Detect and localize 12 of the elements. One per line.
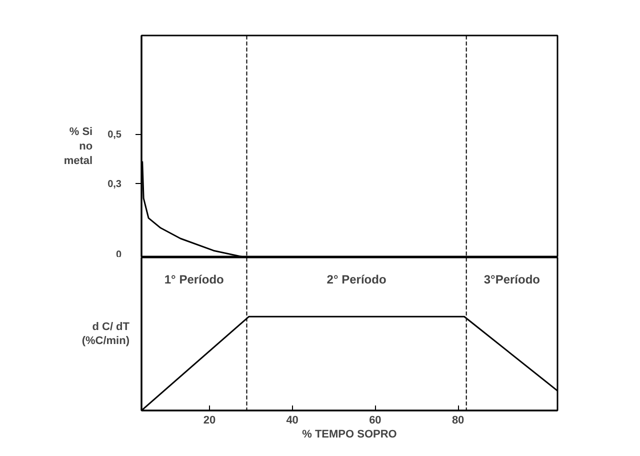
y-tick-label: 0,5 bbox=[108, 130, 122, 141]
x-axis-title: % TEMPO SOPRO bbox=[302, 428, 398, 440]
x-tick-label: 20 bbox=[203, 414, 216, 426]
x-tick-label: 40 bbox=[286, 414, 298, 426]
y-axis-title: d C/ dT (%C/min) bbox=[82, 320, 130, 348]
text: 1° Período bbox=[164, 272, 224, 286]
text: 3°Período bbox=[484, 272, 540, 286]
y-axis-title: % Si no metal bbox=[64, 126, 93, 167]
x-tick-label: 60 bbox=[369, 414, 382, 426]
text: 2° Período bbox=[326, 272, 386, 286]
y-tick-label: 0,3 bbox=[108, 179, 122, 190]
x-tick-label: 80 bbox=[452, 414, 464, 426]
